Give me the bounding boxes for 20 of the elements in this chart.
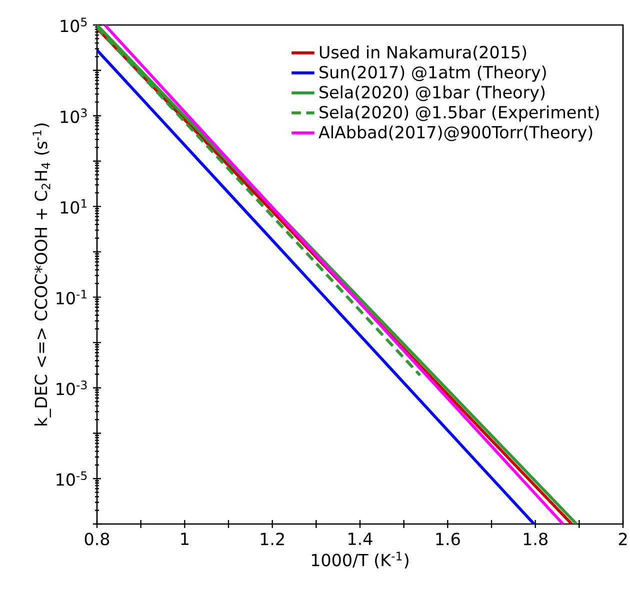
y-tick-label: 10$^{5}$	[60, 18, 87, 32]
legend-label: Sela(2020) @1bar (Theory)	[320, 86, 545, 102]
y-tick-label: 10$^{3}$	[60, 108, 87, 124]
y-tick-label: 10$^{-1}$	[56, 290, 87, 304]
x-tick-label: 1.8	[524, 532, 548, 546]
x-tick-label: 1.2	[260, 532, 284, 546]
y-tick-label: 10$^{-5}$	[56, 471, 87, 486]
x-tick-label: 1	[181, 532, 188, 545]
x-tick-label: 1.4	[348, 532, 372, 545]
x-tick-label: 0.8	[84, 532, 110, 546]
legend-label: Sela(2020) @1.5bar (Experiment)	[320, 106, 599, 122]
legend-label: AlAbbad(2017)@900Torr(Theory)	[318, 126, 592, 142]
x-tick-label: 1.6	[436, 532, 460, 546]
x-tick-label: 2	[618, 532, 627, 546]
x-axis-title: 1000/T (K$^{-1}$)	[312, 552, 408, 568]
y-tick-label: 10$^{-3}$	[56, 380, 87, 396]
y-tick-label: 10$^{1}$	[60, 199, 87, 214]
y-axis-title: k_DEC <=> CCOC*OOH + C$_{2}$H$_{4}$ (s$^{-1}$)	[32, 124, 51, 426]
legend-label: Sun(2017) @1atm (Theory)	[320, 66, 546, 82]
legend-label: Used in Nakamura(2015)	[320, 46, 526, 60]
